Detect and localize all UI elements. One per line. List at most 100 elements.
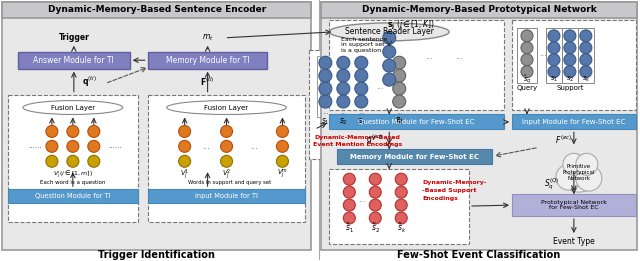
Text: Each word is a question: Each word is a question (40, 180, 106, 185)
Circle shape (369, 173, 381, 185)
Circle shape (393, 56, 406, 69)
Circle shape (369, 212, 381, 224)
Circle shape (319, 56, 332, 69)
Circle shape (337, 95, 350, 108)
Text: Sentence Reader Layer: Sentence Reader Layer (345, 27, 434, 36)
Circle shape (355, 56, 368, 69)
Bar (512, 194, 636, 216)
Circle shape (393, 95, 406, 108)
Text: Input Module for Few-Shot EC: Input Module for Few-Shot EC (522, 119, 625, 125)
Bar (148, 189, 305, 203)
Circle shape (521, 42, 533, 54)
Bar (8, 94, 138, 222)
Text: Trigger: Trigger (58, 33, 90, 42)
Bar (335, 56, 351, 117)
Text: Prototypical Network
for Few-Shot EC: Prototypical Network for Few-Shot EC (541, 200, 607, 210)
Circle shape (396, 212, 407, 224)
Text: $\mathbf{q}^{(ti)}$: $\mathbf{q}^{(ti)}$ (83, 74, 97, 89)
Ellipse shape (330, 23, 449, 41)
Circle shape (548, 66, 560, 78)
Circle shape (383, 73, 396, 86)
Circle shape (580, 30, 592, 42)
Text: $V_j^i(i\in[1,m])$: $V_j^i(i\in[1,m])$ (53, 168, 93, 180)
Circle shape (556, 164, 582, 190)
Text: $F^{(ec)}$: $F^{(ec)}$ (556, 133, 572, 146)
Text: Trigger Identification: Trigger Identification (99, 250, 215, 260)
Text: $s_k$: $s_k$ (582, 75, 590, 84)
Text: $m_t$: $m_t$ (202, 33, 214, 43)
Bar (309, 50, 417, 159)
Bar (148, 52, 268, 69)
Circle shape (276, 140, 289, 152)
Bar (512, 20, 636, 110)
Text: Answer Module for TI: Answer Module for TI (33, 56, 114, 65)
Text: $\tilde{s}_2$: $\tilde{s}_2$ (371, 221, 380, 235)
Circle shape (46, 140, 58, 152)
Text: ...: ... (396, 109, 403, 115)
Bar (2, 2, 312, 18)
Circle shape (521, 30, 533, 42)
Text: Memory Module for Few-Shot EC: Memory Module for Few-Shot EC (349, 154, 479, 160)
Text: ...: ... (425, 52, 433, 61)
Circle shape (580, 66, 592, 78)
Text: ...: ... (358, 195, 366, 204)
Text: $S_q^{(Q)}$: $S_q^{(Q)}$ (544, 176, 559, 192)
Circle shape (576, 165, 602, 191)
Text: Query: Query (516, 85, 538, 91)
Circle shape (88, 140, 100, 152)
Text: $\mathbf{F}^{(ti)}$: $\mathbf{F}^{(ti)}$ (200, 75, 215, 88)
Bar (321, 2, 637, 250)
Circle shape (319, 82, 332, 95)
Bar (562, 28, 578, 83)
Text: Support: Support (556, 85, 584, 91)
Circle shape (383, 31, 396, 44)
Text: $V_j^m$: $V_j^m$ (277, 168, 288, 181)
Bar (330, 115, 504, 129)
Text: ......: ...... (108, 143, 122, 149)
Circle shape (355, 95, 368, 108)
Circle shape (276, 126, 289, 137)
Text: $s_2$: $s_2$ (339, 116, 348, 127)
Circle shape (337, 56, 350, 69)
Circle shape (46, 155, 58, 167)
Circle shape (521, 66, 533, 78)
Circle shape (343, 212, 355, 224)
Circle shape (355, 82, 368, 95)
Text: Input Module for TI: Input Module for TI (195, 193, 258, 199)
Text: $s_1$: $s_1$ (550, 75, 558, 84)
Text: Memory Module for TI: Memory Module for TI (166, 56, 250, 65)
Circle shape (564, 30, 576, 42)
Circle shape (337, 82, 350, 95)
Circle shape (319, 69, 332, 82)
Bar (330, 169, 469, 244)
Text: Question Module for Few-Shot EC: Question Module for Few-Shot EC (358, 119, 474, 125)
Circle shape (369, 186, 381, 198)
Text: $s_q$: $s_q$ (395, 116, 404, 127)
Circle shape (179, 126, 191, 137)
Circle shape (88, 155, 100, 167)
Circle shape (383, 45, 396, 58)
Bar (321, 2, 637, 18)
Circle shape (521, 54, 533, 66)
Circle shape (561, 156, 597, 192)
Circle shape (221, 155, 232, 167)
Circle shape (343, 186, 355, 198)
Text: Primitive
Prototypical
Network: Primitive Prototypical Network (563, 164, 595, 181)
Bar (8, 189, 138, 203)
Circle shape (548, 30, 560, 42)
Text: Words in support and query set: Words in support and query set (188, 180, 271, 185)
Circle shape (393, 82, 406, 95)
Text: Encodings: Encodings (422, 196, 458, 201)
Circle shape (548, 42, 560, 54)
Text: Event Type: Event Type (553, 238, 595, 246)
Text: $\tilde{s}_k$: $\tilde{s}_k$ (397, 221, 406, 235)
Bar (337, 149, 492, 164)
Circle shape (337, 69, 350, 82)
Text: Each sentence
in support set
is a question: Each sentence in support set is a questi… (341, 37, 387, 53)
Bar (353, 56, 369, 117)
Text: Dynamic-Memory-Based Sentence Encoder: Dynamic-Memory-Based Sentence Encoder (47, 5, 266, 14)
Circle shape (396, 173, 407, 185)
Circle shape (221, 140, 232, 152)
Ellipse shape (23, 100, 123, 115)
Bar (546, 28, 562, 83)
